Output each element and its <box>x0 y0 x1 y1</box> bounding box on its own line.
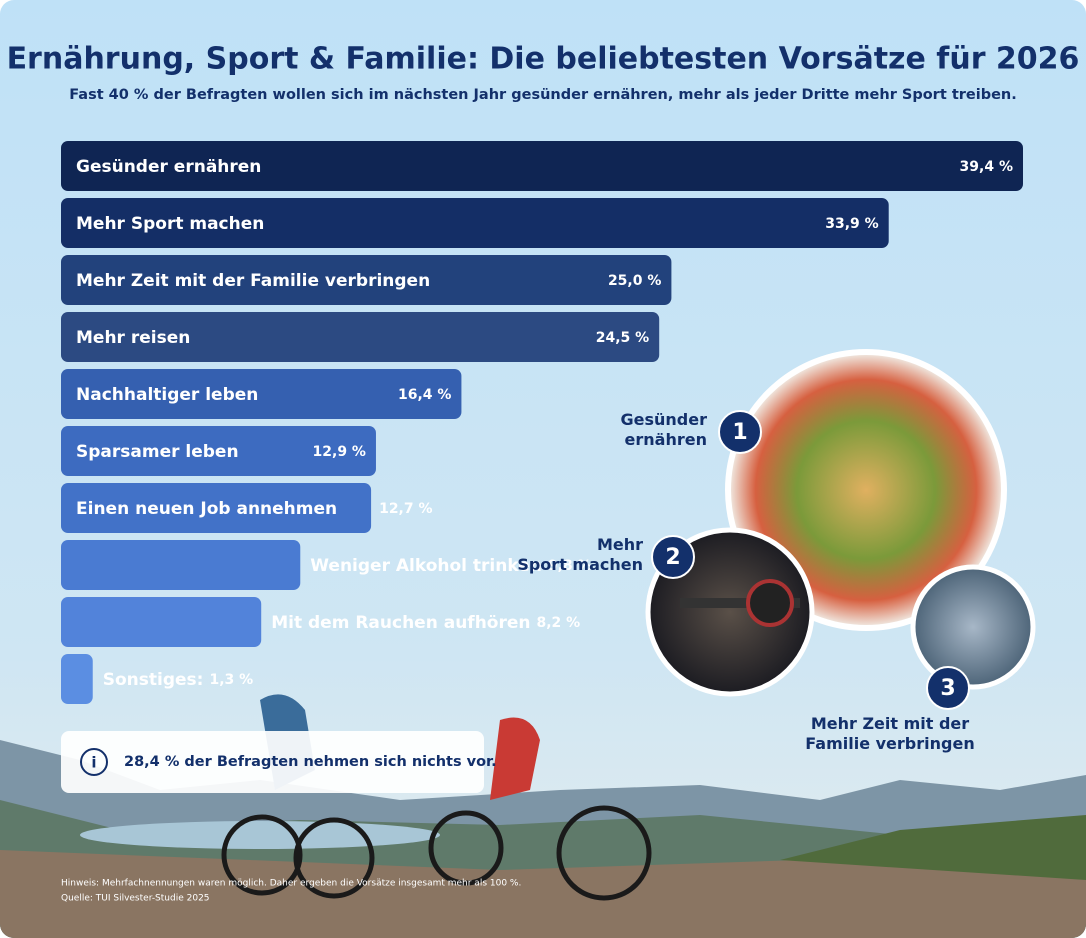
note: Hinweis: Mehrfachnennungen waren möglich… <box>61 879 521 889</box>
value-label: 8,2 % <box>537 615 581 631</box>
source: Quelle: TUI Silvester-Studie 2025 <box>61 894 210 904</box>
rank-number: 3 <box>940 676 955 701</box>
value-label: 12,7 % <box>379 501 432 517</box>
bar <box>61 312 660 362</box>
value-label: 1,3 % <box>209 672 253 688</box>
info-box <box>61 731 484 793</box>
value-label: 25,0 % <box>608 273 661 289</box>
rank-badge <box>651 535 695 579</box>
bar-label: Mehr Zeit mit der Familie verbringen <box>76 271 430 291</box>
bar-label: Mit dem Rauchen aufhören <box>271 613 530 633</box>
chart-subtitle: Fast 40 % der Befragten wollen sich im n… <box>69 87 1017 103</box>
bar-label: Einen neuen Job annehmen <box>76 499 337 519</box>
highlight-label: Gesünder ernähren <box>621 410 708 449</box>
bar-label: Gesünder ernähren <box>76 157 261 177</box>
weight-plate <box>746 579 794 627</box>
highlight-label: Mehr Zeit mit der Familie verbringen <box>805 714 974 753</box>
barbell <box>680 598 800 608</box>
photo-food <box>725 349 1007 631</box>
bar-label: Mehr Sport machen <box>76 214 264 234</box>
value-label: 16,4 % <box>398 387 451 403</box>
bar-label: Weniger Alkohol trinken <box>310 556 542 576</box>
bar <box>61 483 372 533</box>
value-label: 33,9 % <box>825 216 878 232</box>
value-label: 9,8 % <box>548 558 592 574</box>
value-label: 24,5 % <box>596 330 649 346</box>
bar <box>61 426 376 476</box>
bar <box>61 654 93 704</box>
rank-badge <box>718 410 762 454</box>
photo-family <box>910 564 1036 690</box>
bar-label: Sonstiges: <box>103 670 204 690</box>
bar <box>61 597 262 647</box>
rank-number: 1 <box>732 420 747 445</box>
bar <box>61 540 301 590</box>
bar-label: Mehr reisen <box>76 328 190 348</box>
bar <box>61 198 889 248</box>
bar <box>61 369 462 419</box>
info-text: 28,4 % der Befragten nehmen sich nichts … <box>124 754 497 770</box>
chart-title: Ernährung, Sport & Familie: Die beliebte… <box>7 42 1080 77</box>
rank-number: 2 <box>665 545 680 570</box>
highlight-label: Mehr Sport machen <box>517 535 643 574</box>
bar <box>61 141 1023 191</box>
bar <box>61 255 672 305</box>
bar-label: Nachhaltiger leben <box>76 385 258 405</box>
value-label: 12,9 % <box>313 444 366 460</box>
bar-label: Sparsamer leben <box>76 442 239 462</box>
info-icon-glyph: i <box>91 754 96 772</box>
rank-badge <box>926 666 970 710</box>
info-icon <box>80 748 108 776</box>
value-label: 39,4 % <box>960 159 1013 175</box>
